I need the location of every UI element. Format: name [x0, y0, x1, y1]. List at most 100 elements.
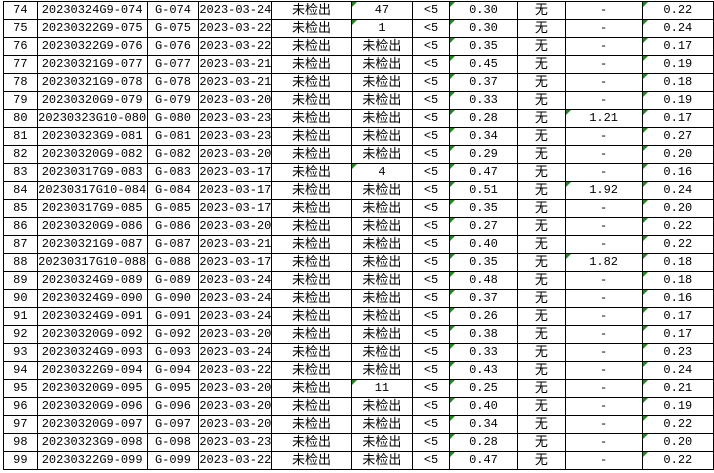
value-cell[interactable]: 0.35	[448, 253, 519, 272]
status-cell[interactable]: 无	[517, 451, 566, 470]
row-number-cell[interactable]: 97	[3, 415, 38, 434]
sample-code-cell[interactable]: G-085	[146, 199, 200, 218]
date-cell[interactable]: 2023-03-22	[198, 361, 273, 380]
status-cell[interactable]: 无	[517, 415, 566, 434]
batch-number-cell[interactable]: 20230321G9-077	[36, 55, 148, 74]
row-number-cell[interactable]: 86	[3, 217, 38, 236]
status-cell[interactable]: 无	[517, 145, 566, 164]
result-cell[interactable]: 未检出	[271, 145, 352, 164]
measure-cell[interactable]: -	[564, 415, 643, 434]
ratio-cell[interactable]: 0.24	[641, 361, 714, 380]
ratio-cell[interactable]: 0.21	[641, 379, 714, 398]
row-number-cell[interactable]: 91	[3, 307, 38, 326]
date-cell[interactable]: 2023-03-24	[198, 307, 273, 326]
row-number-cell[interactable]: 94	[3, 361, 38, 380]
status-cell[interactable]: 无	[517, 73, 566, 92]
sample-code-cell[interactable]: G-099	[146, 451, 200, 470]
row-number-cell[interactable]: 79	[3, 91, 38, 110]
date-cell[interactable]: 2023-03-20	[198, 325, 273, 344]
row-number-cell[interactable]: 82	[3, 145, 38, 164]
result-cell[interactable]: 未检出	[271, 235, 352, 254]
measure-cell[interactable]: -	[564, 433, 643, 452]
batch-number-cell[interactable]: 20230320G9-079	[36, 91, 148, 110]
measure-cell[interactable]: -	[564, 397, 643, 416]
count-cell[interactable]: 未检出	[350, 289, 414, 308]
value-cell[interactable]: 0.38	[448, 325, 519, 344]
row-number-cell[interactable]: 78	[3, 73, 38, 92]
row-number-cell[interactable]: 77	[3, 55, 38, 74]
value-cell[interactable]: 0.26	[448, 307, 519, 326]
status-cell[interactable]: 无	[517, 217, 566, 236]
ratio-cell[interactable]: 0.17	[641, 325, 714, 344]
limit-cell[interactable]: <5	[412, 271, 450, 290]
count-cell[interactable]: 未检出	[350, 91, 414, 110]
date-cell[interactable]: 2023-03-20	[198, 91, 273, 110]
value-cell[interactable]: 0.35	[448, 37, 519, 56]
value-cell[interactable]: 0.47	[448, 451, 519, 470]
count-cell[interactable]: 未检出	[350, 271, 414, 290]
result-cell[interactable]: 未检出	[271, 217, 352, 236]
batch-number-cell[interactable]: 20230321G9-087	[36, 235, 148, 254]
value-cell[interactable]: 0.33	[448, 343, 519, 362]
ratio-cell[interactable]: 0.17	[641, 109, 714, 128]
status-cell[interactable]: 无	[517, 397, 566, 416]
count-cell[interactable]: 未检出	[350, 307, 414, 326]
batch-number-cell[interactable]: 20230324G9-090	[36, 289, 148, 308]
result-cell[interactable]: 未检出	[271, 307, 352, 326]
limit-cell[interactable]: <5	[412, 55, 450, 74]
limit-cell[interactable]: <5	[412, 307, 450, 326]
measure-cell[interactable]: -	[564, 343, 643, 362]
batch-number-cell[interactable]: 20230324G9-093	[36, 343, 148, 362]
result-cell[interactable]: 未检出	[271, 37, 352, 56]
measure-cell[interactable]: -	[564, 145, 643, 164]
limit-cell[interactable]: <5	[412, 163, 450, 182]
result-cell[interactable]: 未检出	[271, 343, 352, 362]
limit-cell[interactable]: <5	[412, 415, 450, 434]
result-cell[interactable]: 未检出	[271, 361, 352, 380]
ratio-cell[interactable]: 0.18	[641, 253, 714, 272]
ratio-cell[interactable]: 0.18	[641, 271, 714, 290]
batch-number-cell[interactable]: 20230322G9-075	[36, 19, 148, 38]
batch-number-cell[interactable]: 20230320G9-092	[36, 325, 148, 344]
date-cell[interactable]: 2023-03-17	[198, 181, 273, 200]
result-cell[interactable]: 未检出	[271, 127, 352, 146]
sample-code-cell[interactable]: G-078	[146, 73, 200, 92]
sample-code-cell[interactable]: G-094	[146, 361, 200, 380]
ratio-cell[interactable]: 0.23	[641, 343, 714, 362]
date-cell[interactable]: 2023-03-23	[198, 433, 273, 452]
date-cell[interactable]: 2023-03-20	[198, 415, 273, 434]
date-cell[interactable]: 2023-03-23	[198, 127, 273, 146]
date-cell[interactable]: 2023-03-17	[198, 199, 273, 218]
batch-number-cell[interactable]: 20230320G9-082	[36, 145, 148, 164]
measure-cell[interactable]: 1.21	[564, 109, 643, 128]
result-cell[interactable]: 未检出	[271, 163, 352, 182]
date-cell[interactable]: 2023-03-24	[198, 289, 273, 308]
batch-number-cell[interactable]: 20230323G9-098	[36, 433, 148, 452]
limit-cell[interactable]: <5	[412, 217, 450, 236]
sample-code-cell[interactable]: G-097	[146, 415, 200, 434]
measure-cell[interactable]: -	[564, 325, 643, 344]
sample-code-cell[interactable]: G-080	[146, 109, 200, 128]
count-cell[interactable]: 未检出	[350, 109, 414, 128]
status-cell[interactable]: 无	[517, 235, 566, 254]
count-cell[interactable]: 47	[350, 1, 414, 20]
value-cell[interactable]: 0.25	[448, 379, 519, 398]
status-cell[interactable]: 无	[517, 109, 566, 128]
measure-cell[interactable]: -	[564, 217, 643, 236]
batch-number-cell[interactable]: 20230317G9-083	[36, 163, 148, 182]
sample-code-cell[interactable]: G-075	[146, 19, 200, 38]
status-cell[interactable]: 无	[517, 271, 566, 290]
ratio-cell[interactable]: 0.20	[641, 433, 714, 452]
ratio-cell[interactable]: 0.17	[641, 37, 714, 56]
value-cell[interactable]: 0.47	[448, 163, 519, 182]
sample-code-cell[interactable]: G-098	[146, 433, 200, 452]
measure-cell[interactable]: -	[564, 91, 643, 110]
result-cell[interactable]: 未检出	[271, 91, 352, 110]
batch-number-cell[interactable]: 20230322G9-094	[36, 361, 148, 380]
limit-cell[interactable]: <5	[412, 37, 450, 56]
measure-cell[interactable]: 1.82	[564, 253, 643, 272]
value-cell[interactable]: 0.40	[448, 235, 519, 254]
row-number-cell[interactable]: 98	[3, 433, 38, 452]
count-cell[interactable]: 未检出	[350, 181, 414, 200]
sample-code-cell[interactable]: G-074	[146, 1, 200, 20]
